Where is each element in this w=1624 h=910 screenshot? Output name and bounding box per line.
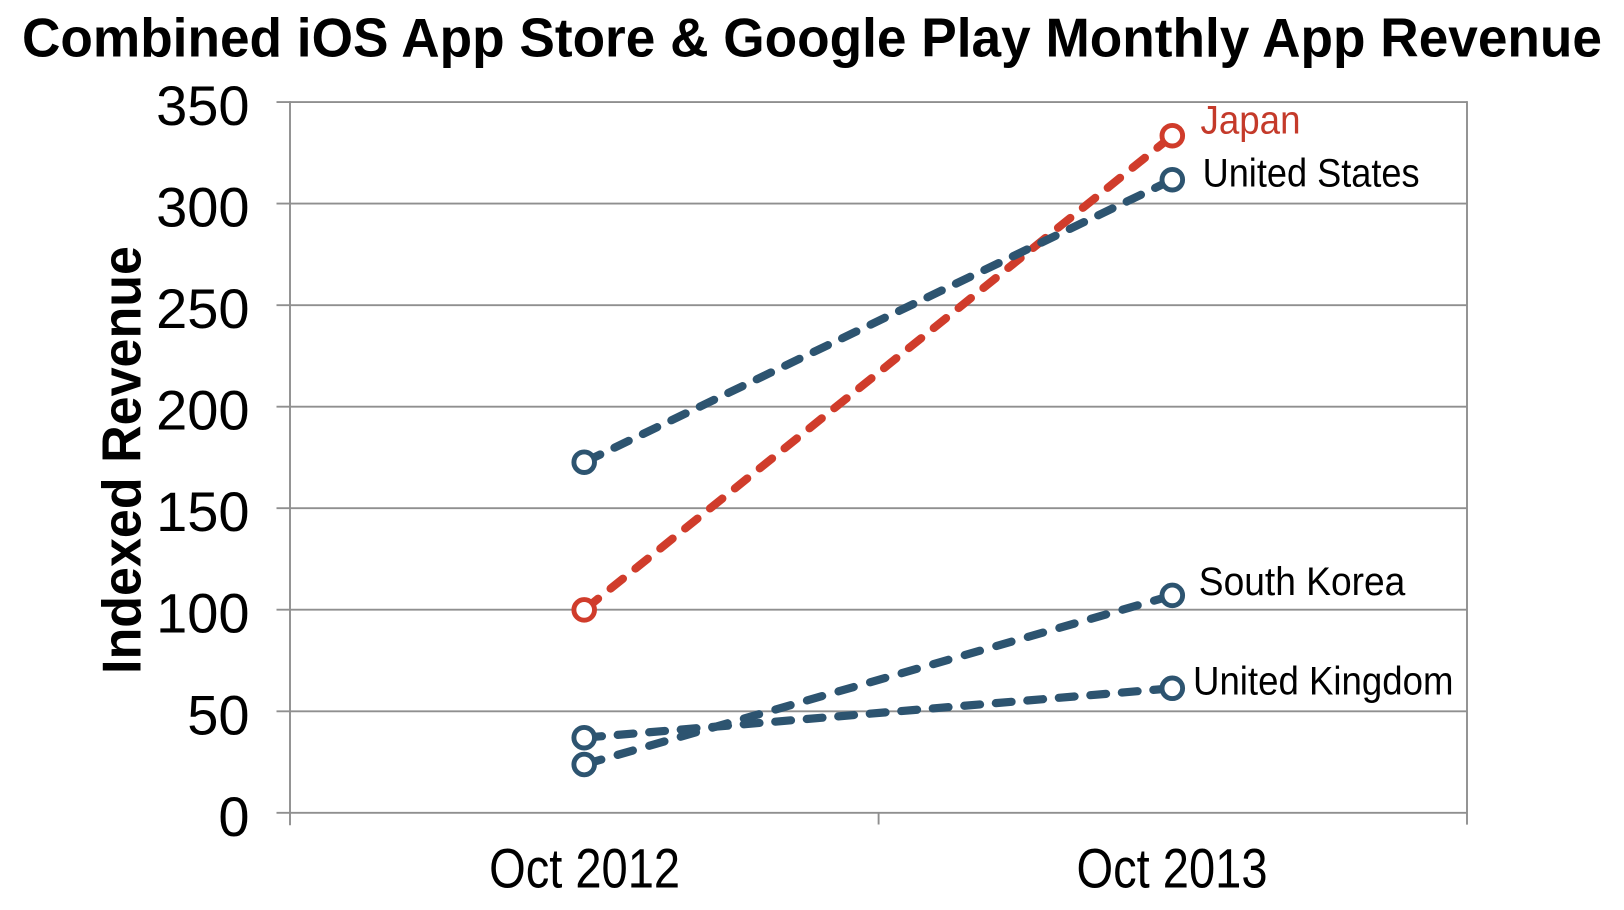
- svg-text:50: 50: [187, 683, 249, 746]
- svg-text:250: 250: [156, 277, 249, 340]
- svg-text:United Kingdom: United Kingdom: [1193, 659, 1454, 703]
- svg-text:0: 0: [218, 785, 249, 848]
- svg-text:100: 100: [156, 582, 249, 645]
- svg-text:United States: United States: [1203, 152, 1420, 196]
- svg-text:Oct 2013: Oct 2013: [1077, 836, 1268, 899]
- svg-text:Japan: Japan: [1201, 99, 1301, 143]
- svg-text:200: 200: [156, 379, 249, 442]
- svg-text:Indexed Revenue: Indexed Revenue: [91, 246, 153, 674]
- svg-text:350: 350: [156, 74, 249, 137]
- svg-text:South Korea: South Korea: [1199, 560, 1406, 604]
- svg-text:150: 150: [156, 480, 249, 543]
- svg-text:Combined iOS App Store & Googl: Combined iOS App Store & Google Play Mon…: [22, 7, 1602, 69]
- svg-text:300: 300: [156, 176, 249, 239]
- svg-text:Oct 2012: Oct 2012: [489, 836, 680, 899]
